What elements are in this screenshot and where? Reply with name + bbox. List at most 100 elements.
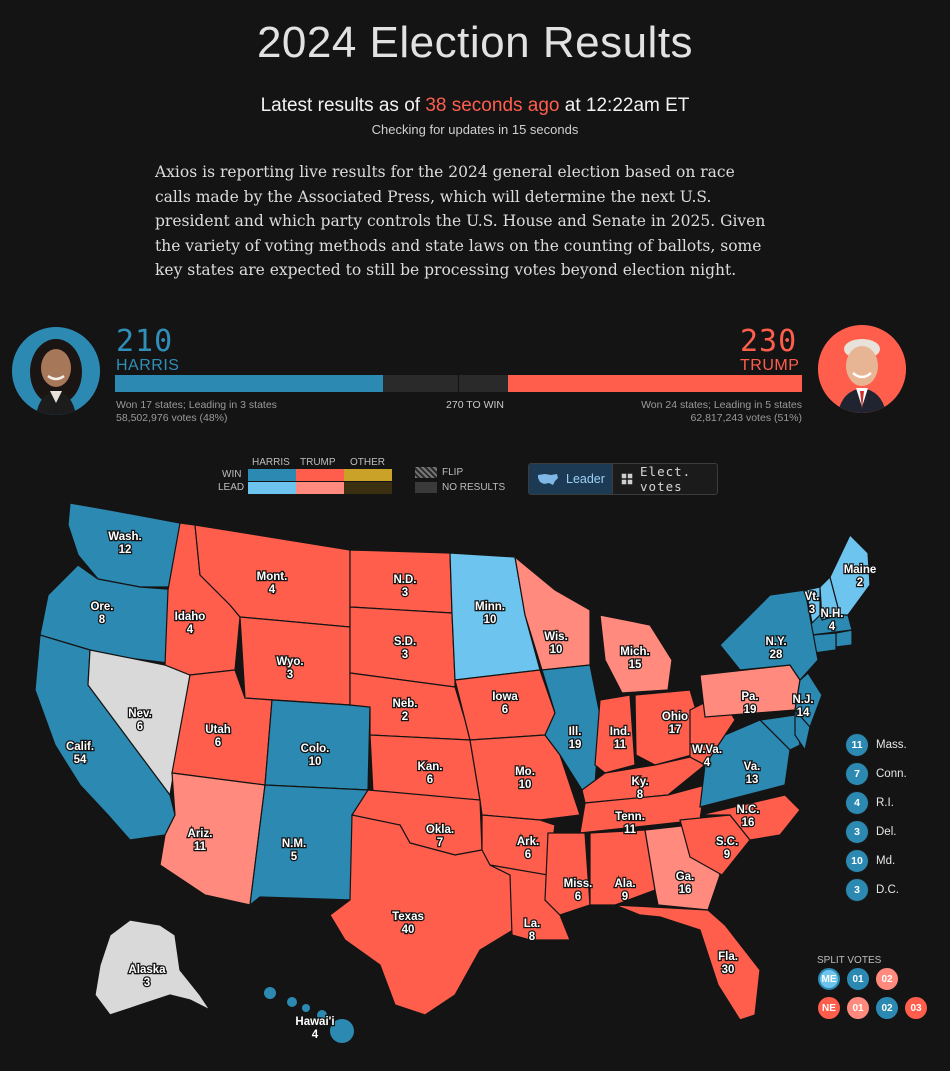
trump-bar-segment	[508, 375, 802, 392]
state-label-mich: Mich.	[620, 646, 649, 658]
split-nebraska-02[interactable]: 02	[876, 997, 898, 1019]
state-ev-n-j: 14	[797, 707, 810, 719]
leader-toggle-button[interactable]: Leader	[529, 464, 613, 494]
state-label-ala: Ala.	[614, 878, 635, 890]
latest-suffix: at 12:22am ET	[559, 95, 690, 116]
state-label-n-c: N.C.	[737, 804, 760, 816]
harris-electoral-votes: 210	[116, 324, 174, 359]
state-n-j[interactable]	[794, 672, 823, 729]
small-state-mass[interactable]: 11 Mass.	[845, 733, 907, 757]
state-ev-n-d: 3	[402, 587, 408, 599]
split-maine-02[interactable]: 02	[876, 968, 898, 990]
legend-other: OTHER	[350, 457, 385, 468]
state-label-la: La.	[524, 918, 541, 930]
state-label-minn: Minn.	[475, 601, 505, 613]
state-label-n-d: N.D.	[394, 574, 417, 586]
state-label-wash: Wash.	[108, 531, 141, 543]
state-ariz[interactable]	[159, 772, 266, 906]
to-win-label: 270 TO WIN	[446, 399, 504, 411]
harris-name: HARRIS	[116, 357, 180, 374]
state-ev-minn: 10	[484, 614, 497, 626]
split-maine-me[interactable]: ME	[818, 968, 840, 990]
state-texas[interactable]	[329, 814, 519, 1016]
electoral-votes-toggle-button[interactable]: Elect. votes	[615, 464, 717, 494]
split-nebraska-03[interactable]: 03	[905, 997, 927, 1019]
latest-results: Latest results as of 38 seconds ago at 1…	[0, 95, 950, 117]
state-ev-ill: 19	[569, 739, 582, 751]
state-ev-mont: 4	[269, 584, 276, 596]
state-miss[interactable]	[544, 832, 591, 916]
state-maine[interactable]	[829, 533, 871, 616]
state-mich[interactable]	[599, 614, 673, 694]
hawaii-island-2[interactable]	[287, 997, 297, 1007]
state-label-neb: Neb.	[393, 698, 418, 710]
split-nebraska-01[interactable]: 01	[847, 997, 869, 1019]
small-state-md[interactable]: 10 Md.	[845, 849, 895, 873]
split-votes-title: SPLIT VOTES	[817, 955, 882, 966]
state-ev-neb: 2	[402, 711, 408, 723]
legend-harris: HARRIS	[252, 457, 290, 468]
state-ev-wyo: 3	[287, 669, 293, 681]
state-colo[interactable]	[264, 699, 371, 791]
small-state-d-c[interactable]: 3 D.C.	[845, 878, 899, 902]
state-label-s-d: S.D.	[394, 636, 416, 648]
state-ev-miss: 6	[575, 891, 581, 903]
state-ev-okla: 7	[437, 837, 443, 849]
state-ind[interactable]	[594, 694, 636, 774]
hawaii-island-1[interactable]	[264, 987, 276, 999]
small-state-r-i[interactable]: 4 R.I.	[845, 791, 894, 815]
state-ev-ohio: 17	[669, 724, 682, 736]
state-n-m[interactable]	[249, 784, 369, 907]
state-label-kan: Kan.	[418, 761, 443, 773]
trump-electoral-votes: 230	[740, 324, 798, 359]
state-label-idaho: Idaho	[175, 611, 206, 623]
state-n-c[interactable]	[699, 794, 801, 841]
state-ev-w-va: 4	[704, 757, 711, 769]
small-state-ev: 11	[845, 733, 869, 757]
state-alaska[interactable]	[94, 919, 212, 1016]
state-s-d[interactable]	[349, 606, 456, 688]
trump-name: TRUMP	[740, 357, 800, 374]
state-ev-mo: 10	[519, 779, 532, 791]
split-maine-01[interactable]: 01	[847, 968, 869, 990]
state-label-nev: Nev.	[128, 708, 151, 720]
state-s-c[interactable]	[679, 814, 751, 876]
state-fla[interactable]	[614, 904, 761, 1021]
state-ev-fla: 30	[722, 964, 735, 976]
state-ev-tenn: 11	[624, 824, 637, 836]
swatch-flip	[415, 467, 437, 478]
ri-shape[interactable]	[835, 629, 853, 648]
hawaii-island-5[interactable]	[330, 1019, 354, 1043]
legend-win: WIN	[222, 469, 242, 480]
small-state-conn[interactable]: 7 Conn.	[845, 762, 907, 786]
small-state-del[interactable]: 3 Del.	[845, 820, 896, 844]
hawaii-island-4[interactable]	[317, 1010, 327, 1020]
hawaii-island-3[interactable]	[302, 1004, 310, 1012]
trump-status: Won 24 states; Leading in 5 states	[641, 399, 802, 411]
state-label-n-y: N.Y.	[765, 636, 786, 648]
state-label-iowa: Iowa	[492, 691, 518, 703]
state-label-va: Va.	[744, 761, 761, 773]
state-label-n-j: N.J.	[792, 694, 813, 706]
swatch-other-win	[344, 469, 392, 481]
state-ev-vt: 3	[809, 604, 815, 616]
split-nebraska-ne[interactable]: NE	[818, 997, 840, 1019]
state-vt[interactable]	[805, 586, 821, 625]
page-title: 2024 Election Results	[256, 18, 694, 67]
state-n-y[interactable]	[719, 589, 819, 681]
state-ev-colo: 10	[309, 756, 322, 768]
trump-portrait-icon	[818, 325, 906, 413]
grid-icon	[621, 473, 633, 485]
state-label-ore: Ore.	[90, 601, 113, 613]
state-ev-ore: 8	[99, 614, 106, 626]
state-ev-idaho: 4	[187, 624, 194, 636]
state-ev-n-m: 5	[291, 851, 298, 863]
small-state-ev: 7	[845, 762, 869, 786]
small-state-ev: 4	[845, 791, 869, 815]
harris-portrait-icon	[12, 327, 100, 415]
swatch-harris-win	[248, 469, 296, 481]
state-label-n-h: N.H.	[821, 608, 844, 620]
state-ala[interactable]	[589, 829, 656, 906]
state-ohio[interactable]	[634, 689, 697, 766]
state-ev-ark: 6	[525, 849, 531, 861]
